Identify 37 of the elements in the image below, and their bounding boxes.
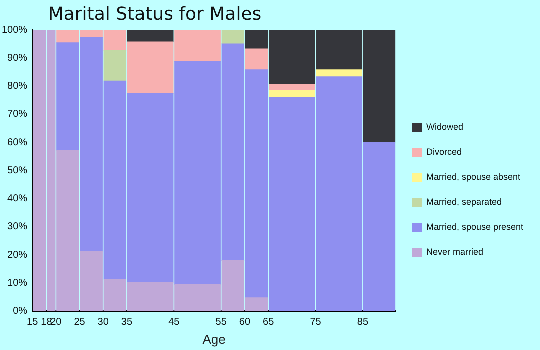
bar bbox=[127, 30, 174, 42]
y-tick-label: 60% bbox=[8, 137, 28, 148]
x-tick-label: 30 bbox=[98, 317, 110, 328]
y-tick-label: 10% bbox=[8, 278, 28, 290]
y-tick-label: 70% bbox=[8, 109, 28, 120]
x-tick-label: 18 bbox=[41, 317, 53, 328]
y-tick-label: 40% bbox=[8, 194, 28, 205]
x-tick-label: 65 bbox=[263, 317, 275, 328]
x-tick-label: 20 bbox=[50, 317, 62, 328]
bar bbox=[104, 50, 127, 82]
legend-label: Divorced bbox=[426, 146, 462, 157]
bar bbox=[245, 48, 268, 70]
legend-label: Widowed bbox=[426, 122, 464, 132]
x-tick-label: 55 bbox=[216, 317, 228, 328]
y-tick-label: 80% bbox=[8, 81, 28, 92]
y-tick-label: 30% bbox=[8, 222, 28, 233]
legend-label: Never married bbox=[426, 246, 484, 257]
y-tick-label: 20% bbox=[8, 250, 28, 261]
bar bbox=[222, 30, 245, 44]
x-tick-label: 15 bbox=[27, 317, 39, 328]
x-tick-label: 45 bbox=[168, 317, 180, 328]
bar bbox=[268, 90, 316, 98]
legend-label: Married, separated bbox=[426, 196, 502, 207]
x-tick-label: 85 bbox=[357, 317, 369, 328]
x-tick-label: 35 bbox=[121, 317, 133, 328]
x-tick-label: 25 bbox=[74, 317, 86, 328]
x-tick-label: 60 bbox=[239, 317, 251, 328]
bar bbox=[316, 70, 363, 78]
legend-label: Married, spouse present bbox=[426, 222, 524, 232]
legend-label: Married, spouse absent bbox=[426, 172, 522, 182]
y-tick-label: 0% bbox=[13, 306, 28, 318]
chart-title: Marital Status for Males bbox=[47, 4, 263, 25]
y-tick-label: 50% bbox=[8, 165, 28, 176]
x-tick-label: 75 bbox=[310, 317, 322, 328]
x-axis-title: Age bbox=[202, 332, 226, 347]
y-tick-label: 100% bbox=[2, 24, 28, 36]
y-tick-label: 90% bbox=[8, 52, 28, 64]
